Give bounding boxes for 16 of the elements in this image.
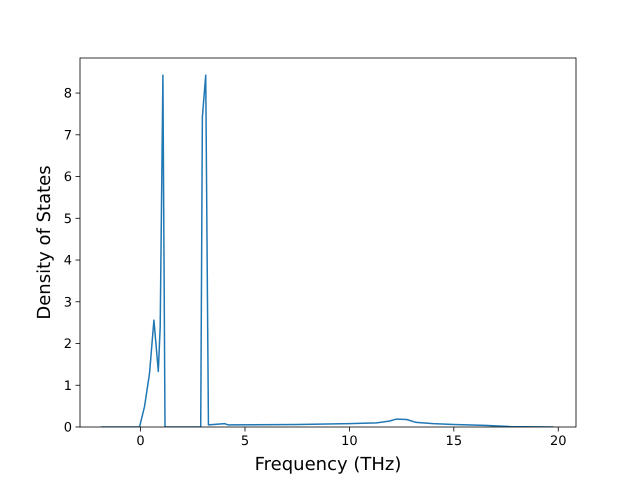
x-tick-label: 5 [240,434,250,449]
y-tick-label: 3 [64,295,72,310]
y-tick-label: 8 [64,86,72,102]
y-axis-title: Density of States [34,165,55,320]
y-tick-label: 6 [64,170,72,186]
x-tick-label: 0 [136,434,145,449]
y-tick-label: 5 [64,212,72,227]
x-tick-label: 20 [550,434,567,449]
x-axis-title: Frequency (THz) [254,454,402,475]
x-tick-label: 15 [446,434,462,449]
x-tick-label: 10 [341,434,358,449]
y-tick-label: 0 [64,420,72,436]
y-tick-label: 1 [64,378,72,394]
y-tick-label: 2 [64,337,72,352]
y-tick-label: 7 [64,128,72,144]
y-tick-label: 4 [64,254,72,269]
